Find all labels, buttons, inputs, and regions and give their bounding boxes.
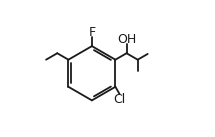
Text: F: F [88, 26, 95, 39]
Text: OH: OH [117, 33, 136, 46]
Text: Cl: Cl [114, 92, 126, 105]
